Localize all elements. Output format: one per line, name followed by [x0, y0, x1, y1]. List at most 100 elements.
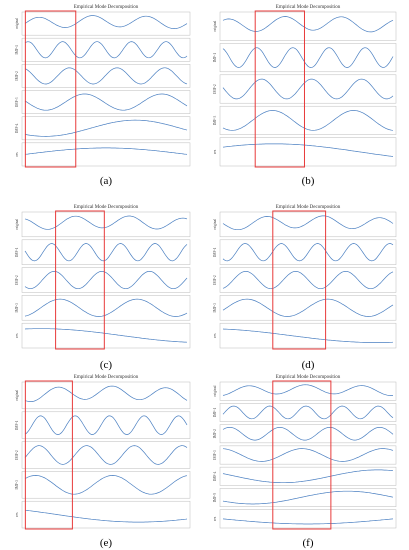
subplot-frame [219, 381, 397, 401]
subplot-frame [21, 471, 191, 499]
signal-curve [222, 328, 394, 343]
panel-title: Empirical Mode Decomposition [74, 375, 139, 380]
signal-curve [222, 405, 394, 420]
panel: Empirical Mode Decomposition original IMF-… [15, 205, 191, 371]
panel: Empirical Mode Decomposition original IMF-… [213, 5, 397, 187]
subplot-frame [219, 211, 397, 238]
subplot-frame [21, 500, 191, 529]
subplot-frame [21, 239, 191, 265]
row-label: IMF-1 [213, 247, 217, 257]
row-label: res [15, 152, 19, 157]
signal-curve [222, 47, 394, 68]
signal-curve [24, 509, 188, 523]
signal-curve [24, 445, 188, 465]
signal-curve [222, 243, 394, 262]
subplot-frame [219, 239, 397, 265]
signal-curve [222, 270, 394, 290]
row-label: IMF-3 [15, 97, 19, 107]
signal-curve [24, 385, 188, 402]
panel-title: Empirical Mode Decomposition [276, 375, 341, 380]
row-label: IMF-1 [15, 45, 19, 55]
signal-curve [24, 298, 188, 317]
signal-curve [24, 147, 188, 155]
subplot-frame [219, 445, 397, 465]
panel: Empirical Mode Decomposition original IMF-… [213, 205, 397, 371]
row-label: res [15, 333, 19, 338]
subplot-frame [219, 403, 397, 422]
signal-curve [24, 328, 188, 343]
subplot-frame [219, 322, 397, 349]
row-label: IMF-2 [15, 450, 19, 460]
subplot-frame [21, 37, 191, 62]
subplot-frame [219, 43, 397, 73]
row-label: IMF-4 [15, 123, 19, 133]
row-label: res [213, 149, 217, 154]
row-label: IMF-3 [213, 116, 217, 126]
signal-curve [24, 243, 188, 262]
row-label: IMF-2 [213, 275, 217, 285]
panel: Empirical Mode Decomposition original IMF-… [15, 5, 191, 187]
highlight-box [254, 10, 305, 168]
highlight-box [24, 380, 73, 530]
panel-caption: (a) [100, 175, 113, 187]
subplot-frame [219, 509, 397, 529]
signal-curve [222, 426, 394, 441]
row-label: IMF-3 [15, 480, 19, 490]
signal-curve [222, 16, 394, 33]
row-label: IMF-4 [213, 471, 217, 481]
panel-title: Empirical Mode Decomposition [74, 205, 139, 210]
panel-caption: (e) [100, 537, 113, 549]
subplot-frame [219, 295, 397, 321]
signal-curve [24, 475, 188, 495]
signal-curve [222, 215, 394, 231]
row-label: IMF-5 [213, 493, 217, 503]
subplot-frame [21, 116, 191, 141]
subplot-frame [21, 267, 191, 293]
panel-caption: (f) [303, 537, 314, 549]
panel: Empirical Mode Decomposition original IMF-… [213, 375, 397, 549]
signal-curve [24, 119, 188, 137]
highlight-box [55, 210, 105, 350]
panel-caption: (b) [302, 175, 315, 187]
row-label: original [213, 386, 217, 397]
row-label: res [213, 516, 217, 521]
row-label: IMF-3 [213, 450, 217, 460]
row-label: original [15, 18, 19, 29]
signal-curve [222, 448, 394, 462]
row-label: res [213, 333, 217, 338]
row-label: res [15, 512, 19, 517]
signal-curve [222, 298, 394, 317]
signal-curve [222, 78, 394, 100]
row-label: original [15, 219, 19, 230]
signal-curve [222, 384, 394, 396]
signal-curve [24, 215, 188, 230]
subplot-frame [219, 11, 397, 41]
subplot-frame [219, 488, 397, 507]
subplot-frame [21, 11, 191, 36]
row-label: IMF-2 [15, 275, 19, 285]
subplot-frame [21, 211, 191, 238]
row-label: IMF-2 [15, 71, 19, 81]
subplot-frame [21, 381, 191, 410]
signal-curve [222, 143, 394, 157]
signal-curve [222, 469, 394, 484]
subplot-frame [219, 105, 397, 135]
subplot-frame [219, 74, 397, 104]
signal-curve [24, 41, 188, 59]
subplot-frame [21, 142, 191, 167]
subplot-frame [21, 295, 191, 321]
row-label: IMF-1 [213, 408, 217, 418]
row-label: IMF-2 [213, 429, 217, 439]
signal-curve [24, 93, 188, 111]
row-label: IMF-3 [213, 303, 217, 313]
row-label: original [213, 21, 217, 32]
panel-title: Empirical Mode Decomposition [74, 5, 139, 10]
subplot-frame [219, 424, 397, 444]
subplot-frame [219, 466, 397, 486]
row-label: IMF-1 [15, 420, 19, 430]
signal-curve [24, 415, 188, 435]
subplot-frame [219, 267, 397, 293]
subplot-frame [21, 90, 191, 114]
subplot-frame [21, 441, 191, 469]
